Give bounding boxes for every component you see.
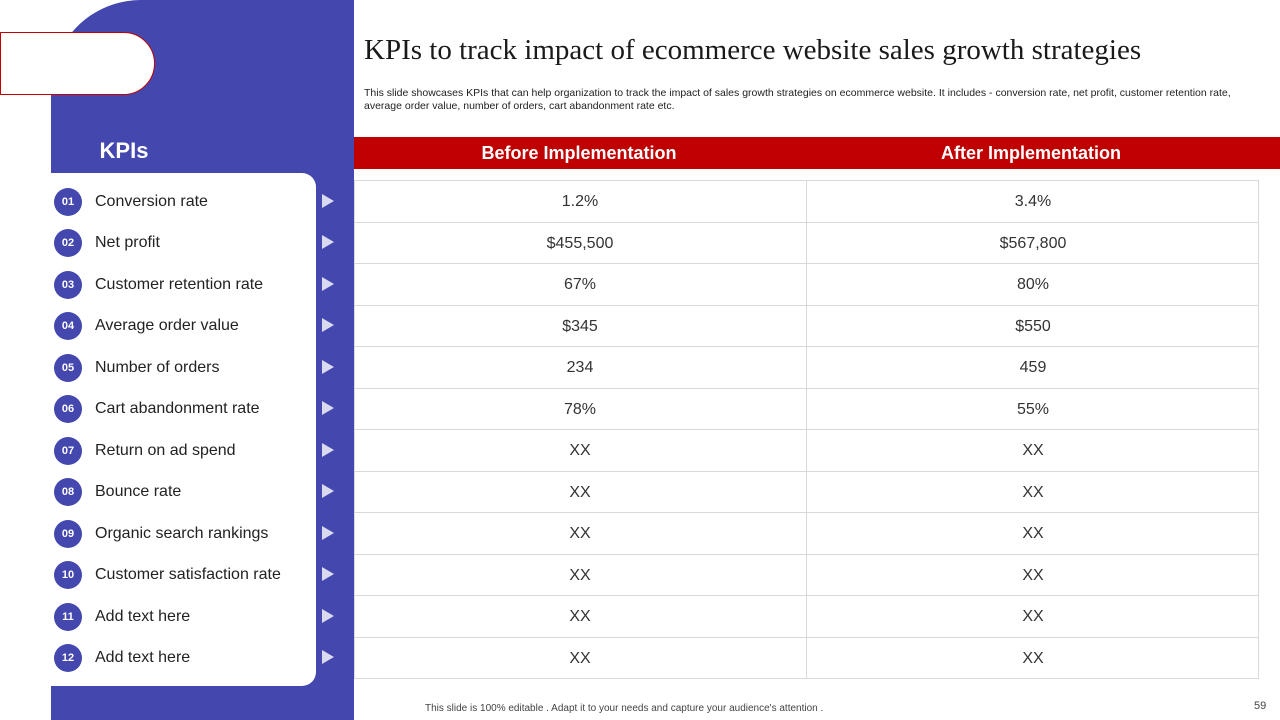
arrow-right-icon bbox=[322, 277, 334, 291]
kpi-list: 01 Conversion rate 02 Net profit 03 Custome… bbox=[51, 173, 316, 686]
after-value: XX bbox=[806, 554, 1259, 596]
kpi-number-badge: 07 bbox=[54, 437, 82, 465]
kpi-item: 11 Add text here bbox=[51, 602, 316, 632]
after-value: 459 bbox=[806, 347, 1259, 388]
after-value: XX bbox=[806, 513, 1259, 554]
kpi-number-badge: 10 bbox=[54, 561, 82, 589]
table-row: XX XX bbox=[355, 637, 1259, 680]
logo-placeholder bbox=[0, 32, 155, 95]
kpi-label: Conversion rate bbox=[95, 193, 208, 210]
before-value: 1.2% bbox=[561, 193, 599, 210]
arrow-right-icon bbox=[322, 235, 334, 249]
table-row: XX XX bbox=[355, 513, 1258, 555]
kpi-label: Number of orders bbox=[95, 359, 220, 376]
table-header: Before Implementation After Implementati… bbox=[354, 137, 1280, 169]
kpi-label: Organic search rankings bbox=[95, 525, 269, 542]
table-row: XX XX bbox=[355, 554, 1259, 596]
kpi-number-badge: 11 bbox=[54, 603, 82, 631]
kpi-label: Average order value bbox=[95, 317, 239, 334]
kpi-number-badge: 12 bbox=[54, 644, 82, 672]
kpi-item: 01 Conversion rate bbox=[51, 187, 316, 217]
arrow-right-icon bbox=[322, 443, 334, 457]
kpi-number-badge: 03 bbox=[54, 271, 82, 299]
table-row: 1.2% 3.4% bbox=[355, 181, 1258, 223]
kpi-table: 1.2% 3.4% $455,500 $567,800 67% 80% $345 $55… bbox=[354, 180, 1259, 679]
after-value: XX bbox=[806, 637, 1259, 679]
kpi-heading: KPIs bbox=[99, 138, 149, 163]
before-value: 78% bbox=[563, 400, 597, 418]
after-value: 3.4% bbox=[806, 181, 1259, 222]
kpi-item: 12 Add text here bbox=[51, 643, 316, 673]
kpi-item: 07 Return on ad spend bbox=[51, 436, 316, 466]
kpi-label: Cart abandonment rate bbox=[95, 400, 260, 417]
kpi-label: Customer satisfaction rate bbox=[95, 566, 281, 583]
kpi-item: 09 Organic search rankings bbox=[51, 519, 316, 549]
table-row: XX XX bbox=[355, 596, 1258, 638]
kpi-item: 08 Bounce rate bbox=[51, 477, 316, 507]
table-row: 78% 55% bbox=[355, 388, 1259, 430]
arrow-right-icon bbox=[322, 401, 334, 415]
kpi-item: 05 Number of orders bbox=[51, 353, 316, 383]
table-row: XX XX bbox=[355, 471, 1259, 513]
table-row: XX XX bbox=[355, 430, 1258, 472]
kpi-number-badge: 05 bbox=[54, 354, 82, 382]
before-value: XX bbox=[569, 566, 591, 584]
kpi-number-badge: 06 bbox=[54, 395, 82, 423]
kpi-item: 03 Customer retention rate bbox=[51, 270, 316, 300]
arrow-right-icon bbox=[322, 360, 334, 374]
kpi-label: Add text here bbox=[95, 649, 191, 666]
before-value: $455,500 bbox=[546, 234, 614, 252]
footer-note: This slide is 100% editable . Adapt it t… bbox=[425, 703, 824, 714]
before-value: 67% bbox=[563, 276, 597, 293]
before-value: XX bbox=[569, 608, 591, 625]
before-value: XX bbox=[569, 483, 591, 501]
after-value: 55% bbox=[806, 388, 1259, 430]
slide-description: This slide showcases KPIs that can help … bbox=[364, 87, 1231, 112]
table-row: $455,500 $567,800 bbox=[355, 222, 1259, 264]
kpi-item: 06 Cart abandonment rate bbox=[51, 394, 316, 424]
before-value: XX bbox=[569, 649, 591, 667]
arrow-right-icon bbox=[322, 484, 334, 498]
arrow-right-icon bbox=[322, 650, 334, 664]
slide-title: KPIs to track impact of ecommerce websit… bbox=[364, 34, 1142, 66]
before-value: XX bbox=[569, 442, 591, 459]
before-value: $345 bbox=[562, 317, 598, 335]
arrow-right-icon bbox=[322, 567, 334, 581]
column-header-after: After Implementation bbox=[940, 143, 1122, 163]
kpi-label: Return on ad spend bbox=[95, 442, 236, 459]
kpi-number-badge: 02 bbox=[54, 229, 82, 257]
kpi-number-badge: 01 bbox=[54, 188, 82, 216]
after-value: $550 bbox=[806, 305, 1259, 347]
column-header-before: Before Implementation bbox=[481, 143, 677, 163]
after-value: 80% bbox=[806, 264, 1259, 305]
kpi-item: 04 Average order value bbox=[51, 311, 316, 341]
kpi-label: Net profit bbox=[95, 234, 160, 251]
kpi-item: 02 Net profit bbox=[51, 228, 316, 258]
after-value: XX bbox=[806, 471, 1259, 513]
arrow-right-icon bbox=[322, 526, 334, 540]
before-value: XX bbox=[569, 525, 591, 542]
arrow-right-icon bbox=[322, 318, 334, 332]
kpi-label: Bounce rate bbox=[95, 483, 182, 500]
kpi-item: 10 Customer satisfaction rate bbox=[51, 560, 316, 590]
kpi-number-badge: 04 bbox=[54, 312, 82, 340]
kpi-label: Customer retention rate bbox=[95, 276, 264, 293]
kpi-number-badge: 08 bbox=[54, 478, 82, 506]
kpi-label: Add text here bbox=[95, 608, 191, 625]
table-row: $345 $550 bbox=[355, 305, 1259, 347]
after-value: XX bbox=[806, 596, 1259, 637]
page-number: 59 bbox=[1254, 700, 1267, 712]
table-row: 67% 80% bbox=[355, 264, 1258, 306]
after-value: $567,800 bbox=[806, 222, 1259, 264]
arrow-right-icon bbox=[322, 609, 334, 623]
before-value: 234 bbox=[566, 359, 594, 376]
kpi-number-badge: 09 bbox=[54, 520, 82, 548]
after-value: XX bbox=[806, 430, 1259, 471]
table-row: 234 459 bbox=[355, 347, 1258, 389]
arrow-right-icon bbox=[322, 194, 334, 208]
